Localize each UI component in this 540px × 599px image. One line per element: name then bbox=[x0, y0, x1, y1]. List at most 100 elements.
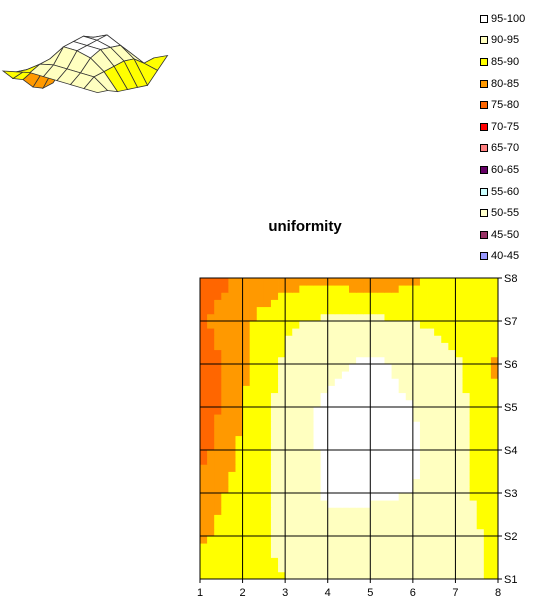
contour-cell bbox=[405, 328, 414, 336]
contour-cell bbox=[391, 435, 400, 444]
contour-cell bbox=[270, 557, 279, 566]
contour-cell bbox=[299, 392, 307, 401]
contour-cell bbox=[462, 557, 471, 566]
contour-cell bbox=[207, 371, 215, 379]
contour-cell bbox=[384, 313, 392, 322]
contour-cell bbox=[349, 328, 357, 336]
contour-cell bbox=[292, 356, 300, 365]
contour-cell bbox=[370, 385, 378, 394]
contour-cell bbox=[235, 500, 243, 508]
contour-cell bbox=[356, 464, 364, 472]
contour-cell bbox=[469, 507, 478, 515]
contour-cell bbox=[341, 514, 350, 523]
contour-cell bbox=[398, 378, 407, 386]
contour-cell bbox=[490, 306, 499, 315]
contour-cell bbox=[405, 392, 414, 401]
contour-cell bbox=[377, 550, 385, 558]
legend-label: 80-85 bbox=[491, 77, 520, 90]
contour-cell bbox=[377, 442, 385, 451]
contour-cell bbox=[341, 335, 350, 343]
contour-cell bbox=[391, 507, 400, 515]
contour-cell bbox=[221, 371, 229, 379]
legend-swatch bbox=[480, 122, 488, 131]
contour-cell bbox=[299, 299, 307, 308]
contour-cell bbox=[214, 557, 222, 566]
contour-cell bbox=[384, 421, 392, 429]
y-tick-label: S8 bbox=[504, 273, 517, 285]
contour-cell bbox=[349, 521, 357, 530]
contour-cell bbox=[462, 471, 471, 480]
legend-item: 90-95 bbox=[480, 30, 540, 52]
contour-cell bbox=[427, 407, 435, 415]
contour-cell bbox=[391, 378, 400, 386]
contour-cell bbox=[441, 500, 449, 508]
contour-cell bbox=[356, 557, 364, 566]
contour-cell bbox=[370, 493, 378, 501]
contour-cell bbox=[405, 407, 414, 415]
contour-cell bbox=[285, 371, 293, 379]
contour-cell bbox=[377, 335, 385, 343]
contour-cell bbox=[356, 285, 364, 293]
contour-cell bbox=[448, 450, 456, 458]
contour-cell bbox=[377, 299, 385, 308]
contour-cell bbox=[334, 313, 343, 322]
contour-cell bbox=[419, 313, 428, 322]
contour-cell bbox=[320, 507, 329, 515]
contour-cell bbox=[391, 464, 400, 472]
contour-cell bbox=[320, 528, 329, 537]
contour-cell bbox=[221, 493, 229, 501]
contour-cell bbox=[398, 421, 407, 429]
contour-cell bbox=[476, 364, 485, 372]
contour-cell bbox=[363, 321, 371, 329]
contour-cell bbox=[427, 528, 435, 537]
contour-cell bbox=[285, 478, 293, 487]
y-tick-label: S5 bbox=[504, 402, 517, 414]
contour-cell bbox=[455, 521, 463, 530]
contour-cell bbox=[285, 321, 293, 329]
contour-cell bbox=[235, 457, 243, 465]
contour-cell bbox=[434, 392, 442, 401]
contour-cell bbox=[476, 464, 485, 472]
contour-cell bbox=[242, 493, 251, 501]
contour-cell bbox=[469, 342, 478, 351]
contour-cell bbox=[434, 407, 442, 415]
contour-cell bbox=[462, 385, 471, 394]
contour-cell bbox=[228, 421, 236, 429]
contour-cell bbox=[434, 299, 442, 308]
contour-cell bbox=[242, 364, 251, 372]
contour-cell bbox=[398, 471, 407, 480]
plot-border bbox=[199, 277, 499, 580]
contour-cell bbox=[356, 407, 364, 415]
contour-cell bbox=[207, 478, 215, 487]
contour-cell bbox=[398, 457, 407, 465]
contour-cell bbox=[242, 514, 251, 523]
contour-cell bbox=[306, 313, 314, 322]
contour-cell bbox=[200, 450, 208, 458]
contour-cell bbox=[242, 292, 251, 300]
contour-cell bbox=[391, 321, 400, 329]
contour-cell bbox=[441, 313, 449, 322]
contour-cell bbox=[263, 278, 272, 286]
contour-cell bbox=[249, 493, 258, 501]
contour-cell bbox=[349, 385, 357, 394]
contour-cell bbox=[434, 356, 442, 365]
contour-cell bbox=[299, 414, 307, 422]
contour-cell bbox=[490, 471, 499, 480]
contour-cell bbox=[221, 385, 229, 394]
contour-cell bbox=[249, 385, 258, 394]
contour-cell bbox=[398, 335, 407, 343]
contour-cell bbox=[292, 442, 300, 451]
contour-cell bbox=[419, 421, 428, 429]
contour-cell bbox=[207, 550, 215, 558]
contour-cell bbox=[270, 521, 279, 530]
contour-cell bbox=[334, 299, 343, 308]
contour-cell bbox=[462, 478, 471, 487]
contour-cell bbox=[462, 306, 471, 315]
contour-cell bbox=[391, 528, 400, 537]
contour-cell bbox=[370, 335, 378, 343]
contour-cell bbox=[320, 571, 329, 580]
contour-cell bbox=[228, 493, 236, 501]
contour-cell bbox=[299, 342, 307, 351]
contour-cell bbox=[221, 550, 229, 558]
contour-cell bbox=[434, 335, 442, 343]
